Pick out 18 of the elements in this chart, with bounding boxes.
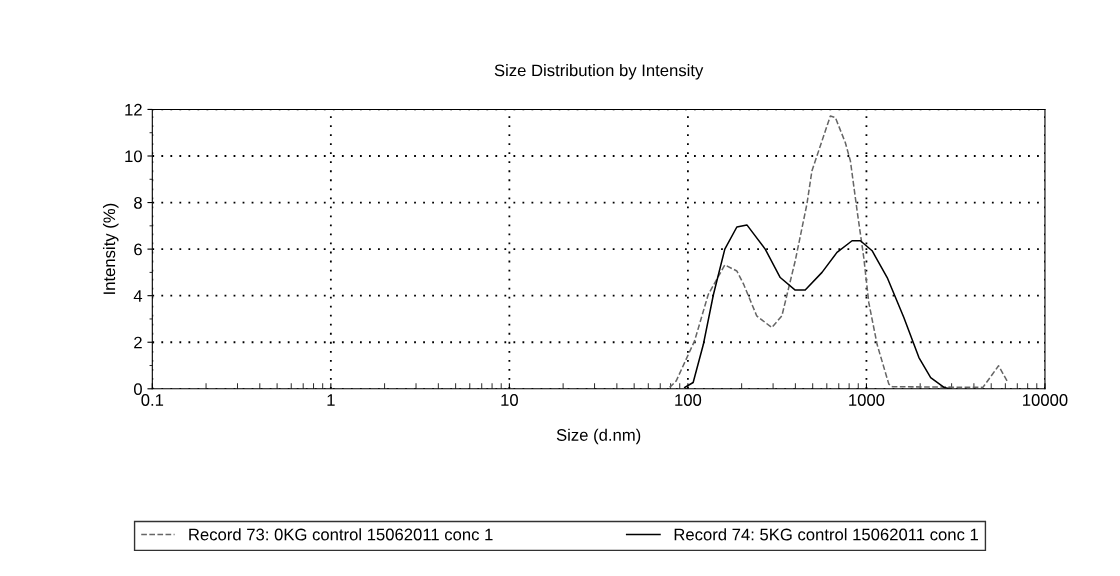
x-tick-label: 1000: [849, 394, 885, 406]
y-tick-label: 6: [134, 243, 142, 256]
y-tick-label: 12: [125, 103, 142, 116]
legend-label: Record 73: 0KG control 15062011 conc 1: [189, 528, 493, 541]
x-tick-label: 0.1: [141, 394, 164, 406]
y-tick-label: 8: [134, 196, 142, 209]
x-axis-title: Size (d.nm): [556, 428, 641, 445]
x-tick-label: 1: [327, 394, 335, 406]
x-tick-label: 10000: [1023, 394, 1068, 406]
y-tick-label: 4: [133, 290, 143, 302]
x-tick-label: 100: [675, 394, 702, 406]
y-tick-label: 2: [134, 336, 142, 349]
legend-label: Record 74: 5KG control 15062011 conc 1: [674, 528, 978, 541]
y-axis-title: Intensity (%): [102, 203, 119, 294]
x-tick-label: 10: [501, 394, 518, 406]
chart-title: Size Distribution by Intensity: [494, 64, 704, 80]
y-tick-label: 0: [133, 383, 142, 395]
y-tick-label: 10: [125, 150, 142, 163]
